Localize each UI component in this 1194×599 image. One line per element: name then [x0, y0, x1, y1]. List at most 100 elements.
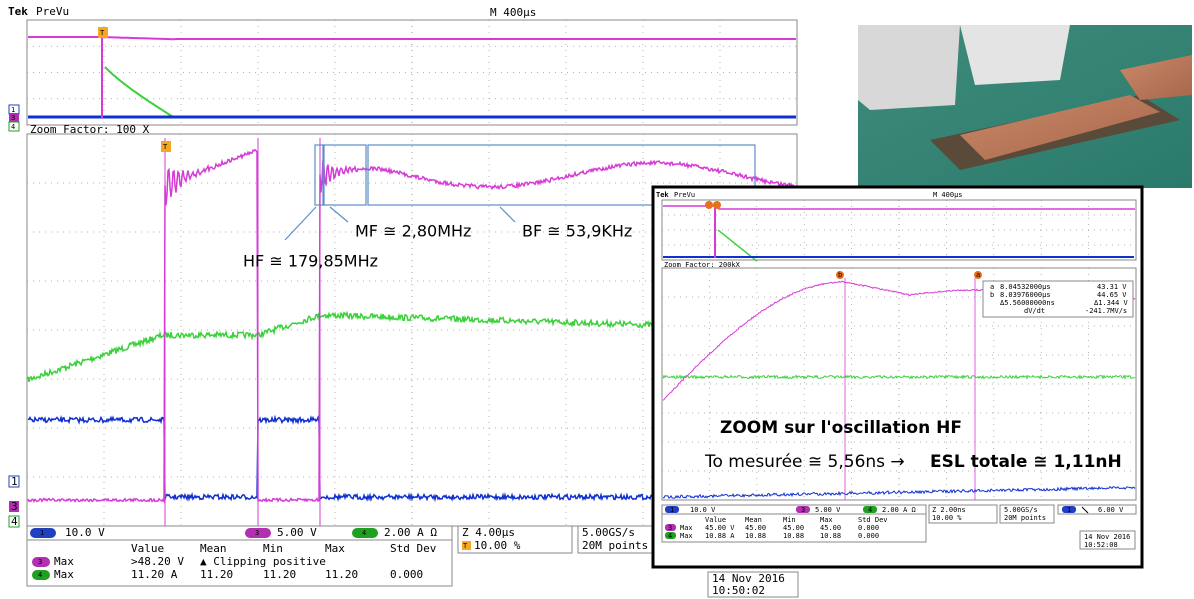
slope-icon	[1081, 506, 1089, 514]
cursor-flag	[836, 271, 844, 279]
cell: 10.88	[745, 532, 766, 540]
brand: Tek	[8, 5, 28, 18]
ch-marker	[9, 501, 19, 512]
cell: 0.000	[858, 532, 879, 540]
connector	[960, 25, 1070, 85]
cursor-time: 8.03976000µs	[1000, 291, 1051, 299]
trigger-channel: 1	[1067, 506, 1071, 514]
zoom-factor: Zoom Factor: 100 X	[30, 123, 150, 136]
mode: PreVu	[36, 5, 69, 18]
ch-scale: 5.00 V	[815, 506, 841, 514]
photo	[858, 25, 1192, 188]
ch-scale: 5.00 V	[277, 526, 317, 539]
arrow	[499, 206, 516, 223]
acq-box	[999, 504, 1055, 524]
ch4-badge	[352, 528, 378, 538]
zoom-factor: Zoom Factor: 200kX	[664, 261, 741, 269]
ch-scale: 10.0 V	[65, 526, 105, 539]
time: 10:50:02	[712, 584, 765, 597]
ch3-preview	[28, 36, 796, 41]
grid	[27, 20, 797, 526]
copper	[1120, 55, 1192, 100]
ch-id: 1	[670, 506, 674, 514]
inset-title: ZOOM sur l'oscillation HF	[720, 418, 962, 438]
row-channel: 4	[38, 571, 42, 579]
cursor-box	[982, 280, 1134, 318]
horizontal-box	[928, 504, 998, 524]
bf-box	[367, 144, 756, 206]
row-badge	[32, 557, 50, 567]
traces	[662, 205, 1136, 500]
trigger-flag	[161, 141, 171, 152]
horizontal-box	[457, 525, 573, 554]
copper	[960, 95, 1160, 160]
zoom-boxes	[284, 144, 756, 241]
row-type: Max	[680, 524, 693, 532]
ch-marker-label: 1	[11, 475, 18, 488]
ch1-zoom	[662, 485, 1136, 499]
acq-box	[577, 525, 659, 554]
row-type: Max	[680, 532, 693, 540]
cell: 11.20	[325, 568, 358, 581]
trigger-marker: T	[100, 29, 105, 37]
cursor-flag	[713, 201, 721, 209]
cell: 11.20 A	[131, 568, 178, 581]
ch3-badge	[796, 506, 810, 513]
sample-rate: 5.00GS/s	[1004, 506, 1038, 514]
trigger-icon-bg	[462, 541, 471, 550]
cursor-time: 8.04532000µs	[1000, 283, 1051, 291]
bf-label: BF ≅ 53,9KHz	[522, 222, 632, 241]
ch-marker	[8, 515, 20, 528]
row-channel: 4	[668, 532, 672, 540]
cursor-label: b	[990, 291, 994, 299]
brand: Tek	[656, 191, 669, 199]
ch3-zoom	[27, 148, 797, 504]
ch3-preview	[663, 205, 1135, 210]
timebase: M 400µs	[933, 191, 963, 199]
mf-box	[322, 144, 367, 206]
ch4-zoom	[662, 374, 1136, 380]
ch-id: 4	[868, 506, 872, 514]
trigger-marker: T	[163, 143, 168, 151]
row-type: Max	[54, 555, 74, 568]
ch3-badge	[245, 528, 271, 538]
cell: 45.00	[745, 524, 766, 532]
time: 10:52:08	[1084, 541, 1118, 549]
cell: 45.00 V	[705, 524, 735, 532]
header: Mean	[200, 542, 227, 555]
cursor-flag-label: a	[976, 271, 980, 279]
row-channel: 3	[668, 524, 672, 532]
row-badge	[665, 532, 676, 539]
cursor-flag-label: b	[838, 271, 842, 279]
ch-id: 3	[255, 529, 259, 537]
cell: 45.00	[783, 524, 804, 532]
sample-rate: 5.00GS/s	[582, 526, 635, 539]
grid	[662, 200, 1136, 500]
cursor-flag	[974, 271, 982, 279]
header: Value	[131, 542, 164, 555]
cell: >48.20 V	[131, 555, 184, 568]
trigger-flag	[98, 27, 108, 38]
ch-scale: 2.00 A Ω	[882, 506, 916, 514]
inset-measure: To mesurée ≅ 5,56ns →	[704, 452, 905, 472]
ch4-badge	[863, 506, 877, 513]
ch-marker-label: 4	[11, 123, 15, 131]
connector	[858, 25, 960, 110]
ch-marker	[9, 113, 19, 122]
trig-badge	[1062, 506, 1076, 513]
date: 14 Nov 2016	[1084, 533, 1130, 541]
row-type: Max	[54, 568, 74, 581]
cursor-value: 44.65 V	[1097, 291, 1127, 299]
zoom-time: Z 4.00µs	[462, 526, 515, 539]
ch-marker-label: 3	[11, 500, 18, 513]
cell: ▲ Clipping positive	[200, 555, 326, 568]
ch-marker	[8, 475, 20, 488]
date-box	[707, 571, 799, 598]
ch-id: 1	[40, 529, 44, 537]
cell: 45.00	[820, 524, 841, 532]
rate: -241.7MV/s	[1085, 307, 1127, 315]
header: Value	[705, 516, 726, 524]
measure-table	[661, 513, 927, 543]
ch-marker	[8, 121, 20, 132]
measure-table	[26, 539, 453, 587]
